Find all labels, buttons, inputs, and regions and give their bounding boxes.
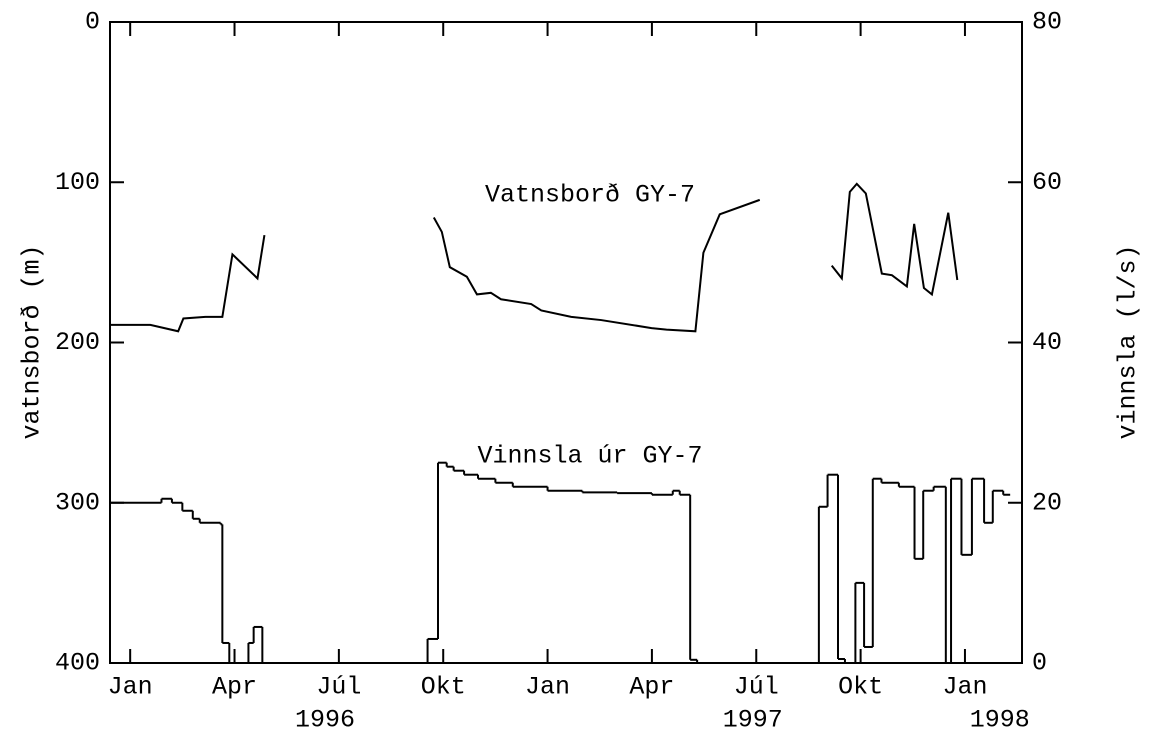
- y-axis-label: vatnsborð (m): [18, 244, 47, 439]
- x-year-label: 1998: [970, 706, 1030, 735]
- x-year-label: 1996: [295, 706, 355, 735]
- x-tick-label: Apr: [629, 673, 674, 702]
- y2-tick-label: 40: [1032, 328, 1062, 357]
- x-tick-label: Okt: [838, 673, 883, 702]
- y2-tick-label: 80: [1032, 8, 1062, 37]
- x-tick-label: Jan: [525, 673, 570, 702]
- x-tick-label: Jan: [108, 673, 153, 702]
- y-tick-label: 0: [85, 8, 100, 37]
- series-annotation: Vatnsborð GY-7: [485, 181, 695, 210]
- y-tick-label: 300: [55, 488, 100, 517]
- y-tick-label: 100: [55, 168, 100, 197]
- plot-frame: [109, 21, 1023, 664]
- x-tick-label: Apr: [212, 673, 257, 702]
- y2-tick-label: 0: [1032, 649, 1047, 678]
- x-tick-label: Jan: [942, 673, 987, 702]
- series-annotation: Vinnsla úr GY-7: [477, 442, 702, 471]
- y2-tick-label: 60: [1032, 168, 1062, 197]
- y2-tick-label: 20: [1032, 488, 1062, 517]
- line-series: [110, 182, 959, 333]
- y-tick-label: 200: [55, 328, 100, 357]
- x-year-label: 1997: [723, 706, 783, 735]
- x-tick-label: Okt: [421, 673, 466, 702]
- y2-axis-label: vinnsla (l/s): [1114, 244, 1143, 439]
- x-tick-label: Júl: [316, 673, 361, 702]
- x-tick-label: Júl: [734, 673, 779, 702]
- y-tick-label: 400: [55, 649, 100, 678]
